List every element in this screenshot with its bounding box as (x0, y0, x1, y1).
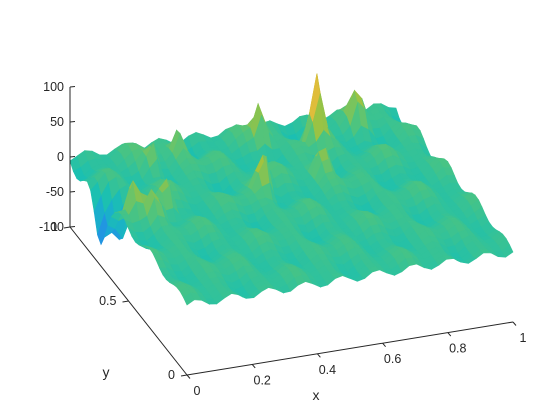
x-axis-ticks: 0 0.2 0.4 0.6 0.8 1 (186, 321, 527, 398)
surface-patch (501, 244, 514, 258)
x-tick-label: 1 (520, 331, 527, 345)
z-axis-ticks: 100 50 0 -50 -100 (39, 80, 76, 234)
z-tick-mark (69, 226, 76, 228)
z-tick-label: -50 (46, 185, 64, 199)
y-axis-ticks: 00.51 (51, 220, 188, 382)
x-axis-label: x (313, 387, 320, 403)
x-tick-mark (447, 332, 452, 337)
x-tick-mark (186, 374, 191, 379)
x-tick-mark (382, 342, 386, 348)
z-tick-mark (69, 86, 76, 88)
x-tick-label: 0.4 (319, 363, 336, 377)
x-tick-mark (512, 321, 517, 326)
z-tick-label: 0 (57, 150, 64, 164)
y-tick-label: 0.5 (99, 294, 116, 308)
x-tick-label: 0.6 (384, 352, 401, 366)
x-tick-mark (251, 364, 256, 369)
y-axis-label: y (103, 364, 110, 380)
y-tick-label: 1 (51, 220, 58, 234)
z-tick-label: 100 (43, 80, 64, 94)
surface-mesh (69, 73, 514, 306)
y-tick-label: 0 (168, 368, 175, 382)
z-tick-mark (69, 156, 76, 158)
y-tick-mark (122, 300, 129, 303)
z-tick-mark (69, 121, 76, 123)
x-tick-label: 0.8 (449, 342, 466, 356)
x-tick-label: 0 (194, 384, 201, 398)
y-tick-mark (63, 226, 71, 229)
x-tick-mark (317, 353, 321, 358)
z-tick-mark (69, 191, 76, 193)
z-tick-label: 50 (50, 115, 64, 129)
z-tick-label: -100 (39, 220, 64, 234)
y-tick-mark (180, 374, 188, 377)
x-axis-line (186, 321, 514, 376)
x-tick-label: 0.2 (254, 373, 271, 387)
